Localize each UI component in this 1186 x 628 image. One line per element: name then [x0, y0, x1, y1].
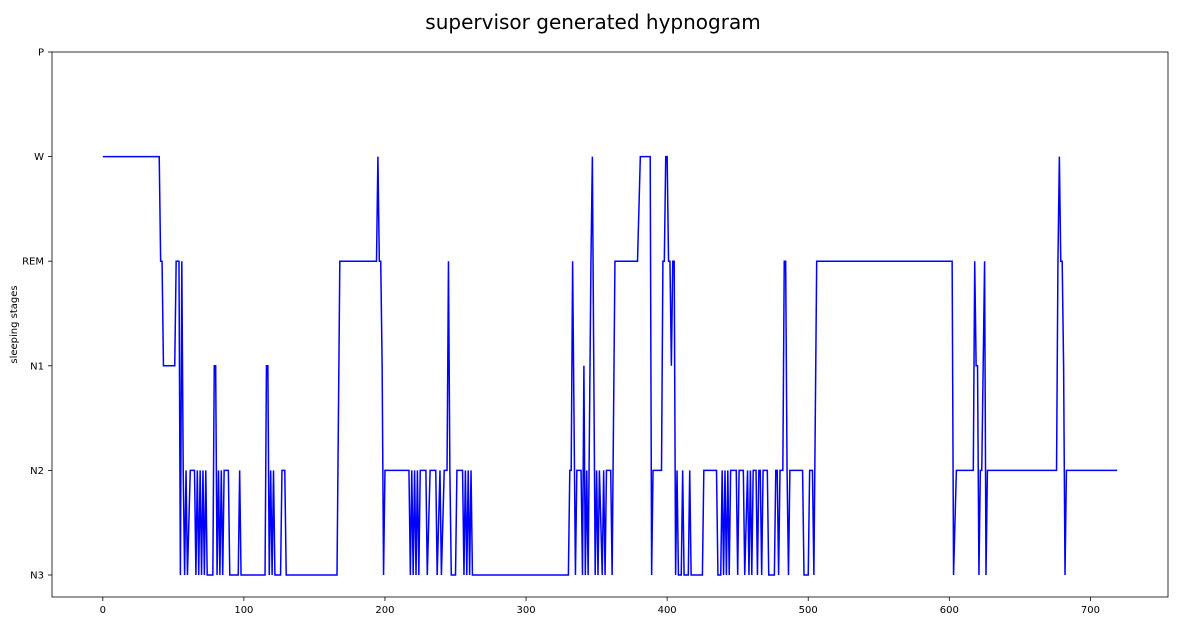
y-tick-label: REM: [22, 257, 44, 268]
y-axis: N3 N2 N1 REM W P: [22, 48, 52, 582]
x-tick-label: 300: [517, 605, 536, 616]
x-tick-label: 200: [375, 605, 394, 616]
y-tick-label: N1: [30, 361, 44, 372]
series-layer: [102, 155, 1118, 576]
chart-title: supervisor generated hypnogram: [425, 10, 761, 34]
plot-area-border: [51, 51, 1169, 598]
x-tick-label: 700: [1081, 605, 1100, 616]
x-tick-label: 500: [799, 605, 818, 616]
x-tick-label: 400: [658, 605, 677, 616]
y-tick-label: W: [34, 152, 44, 163]
y-tick-label: N3: [30, 571, 44, 582]
y-axis-label: sleeping stages: [9, 285, 20, 363]
x-tick-label: 600: [940, 605, 959, 616]
x-tick-label: 0: [100, 605, 106, 616]
x-tick-label: 100: [234, 605, 253, 616]
y-tick-label: P: [38, 48, 44, 59]
series-line-0: [102, 155, 1118, 576]
y-tick-label: N2: [30, 466, 44, 477]
x-axis: 0 100 200 300 400 500 600 700: [100, 597, 1100, 616]
plot-frame: [51, 51, 1169, 598]
